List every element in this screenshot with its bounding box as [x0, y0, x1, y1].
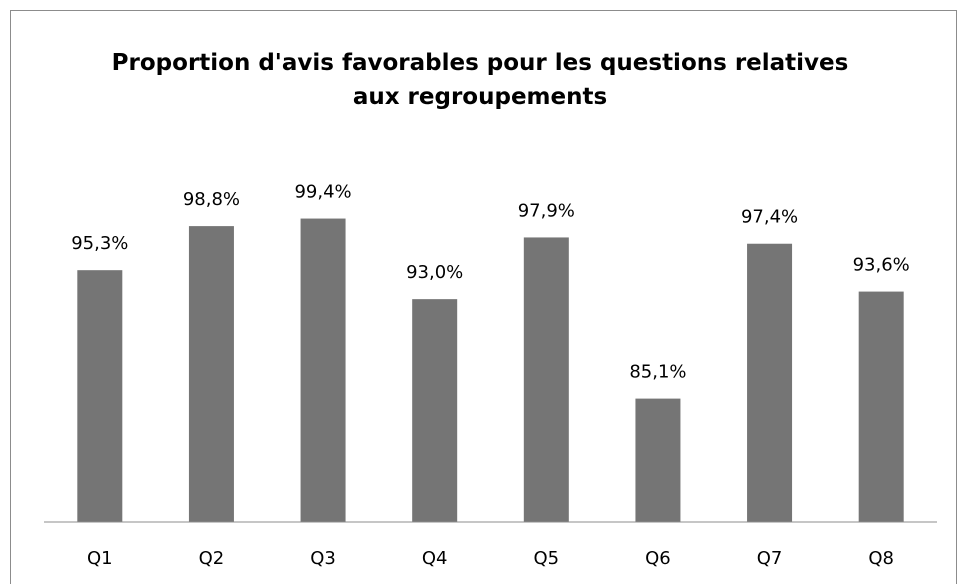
x-tick-label: Q5	[534, 548, 560, 569]
bar	[635, 398, 681, 522]
data-label: 97,9%	[518, 200, 575, 221]
chart-title: Proportion d'avis favorables pour les qu…	[111, 50, 849, 110]
data-label: 95,3%	[71, 233, 128, 254]
bar	[188, 226, 234, 522]
data-label: 98,8%	[183, 189, 240, 210]
chart-frame	[10, 10, 957, 584]
x-tick-label: Q4	[422, 548, 448, 569]
x-tick-label: Q3	[310, 548, 336, 569]
bar	[300, 218, 346, 522]
bar	[747, 243, 793, 522]
bar	[523, 237, 569, 523]
data-label: 85,1%	[629, 362, 686, 383]
x-tick-label: Q7	[757, 548, 783, 569]
x-tick-label: Q8	[868, 548, 894, 569]
bar	[77, 270, 123, 522]
data-label: 99,4%	[294, 182, 351, 203]
x-tick-label: Q2	[199, 548, 225, 569]
x-tick-label: Q6	[645, 548, 671, 569]
bar	[858, 291, 904, 522]
data-label: 97,4%	[741, 207, 798, 228]
data-label: 93,6%	[853, 255, 910, 276]
x-tick-label: Q1	[87, 548, 113, 569]
bar	[412, 299, 458, 522]
data-label: 93,0%	[406, 262, 463, 283]
